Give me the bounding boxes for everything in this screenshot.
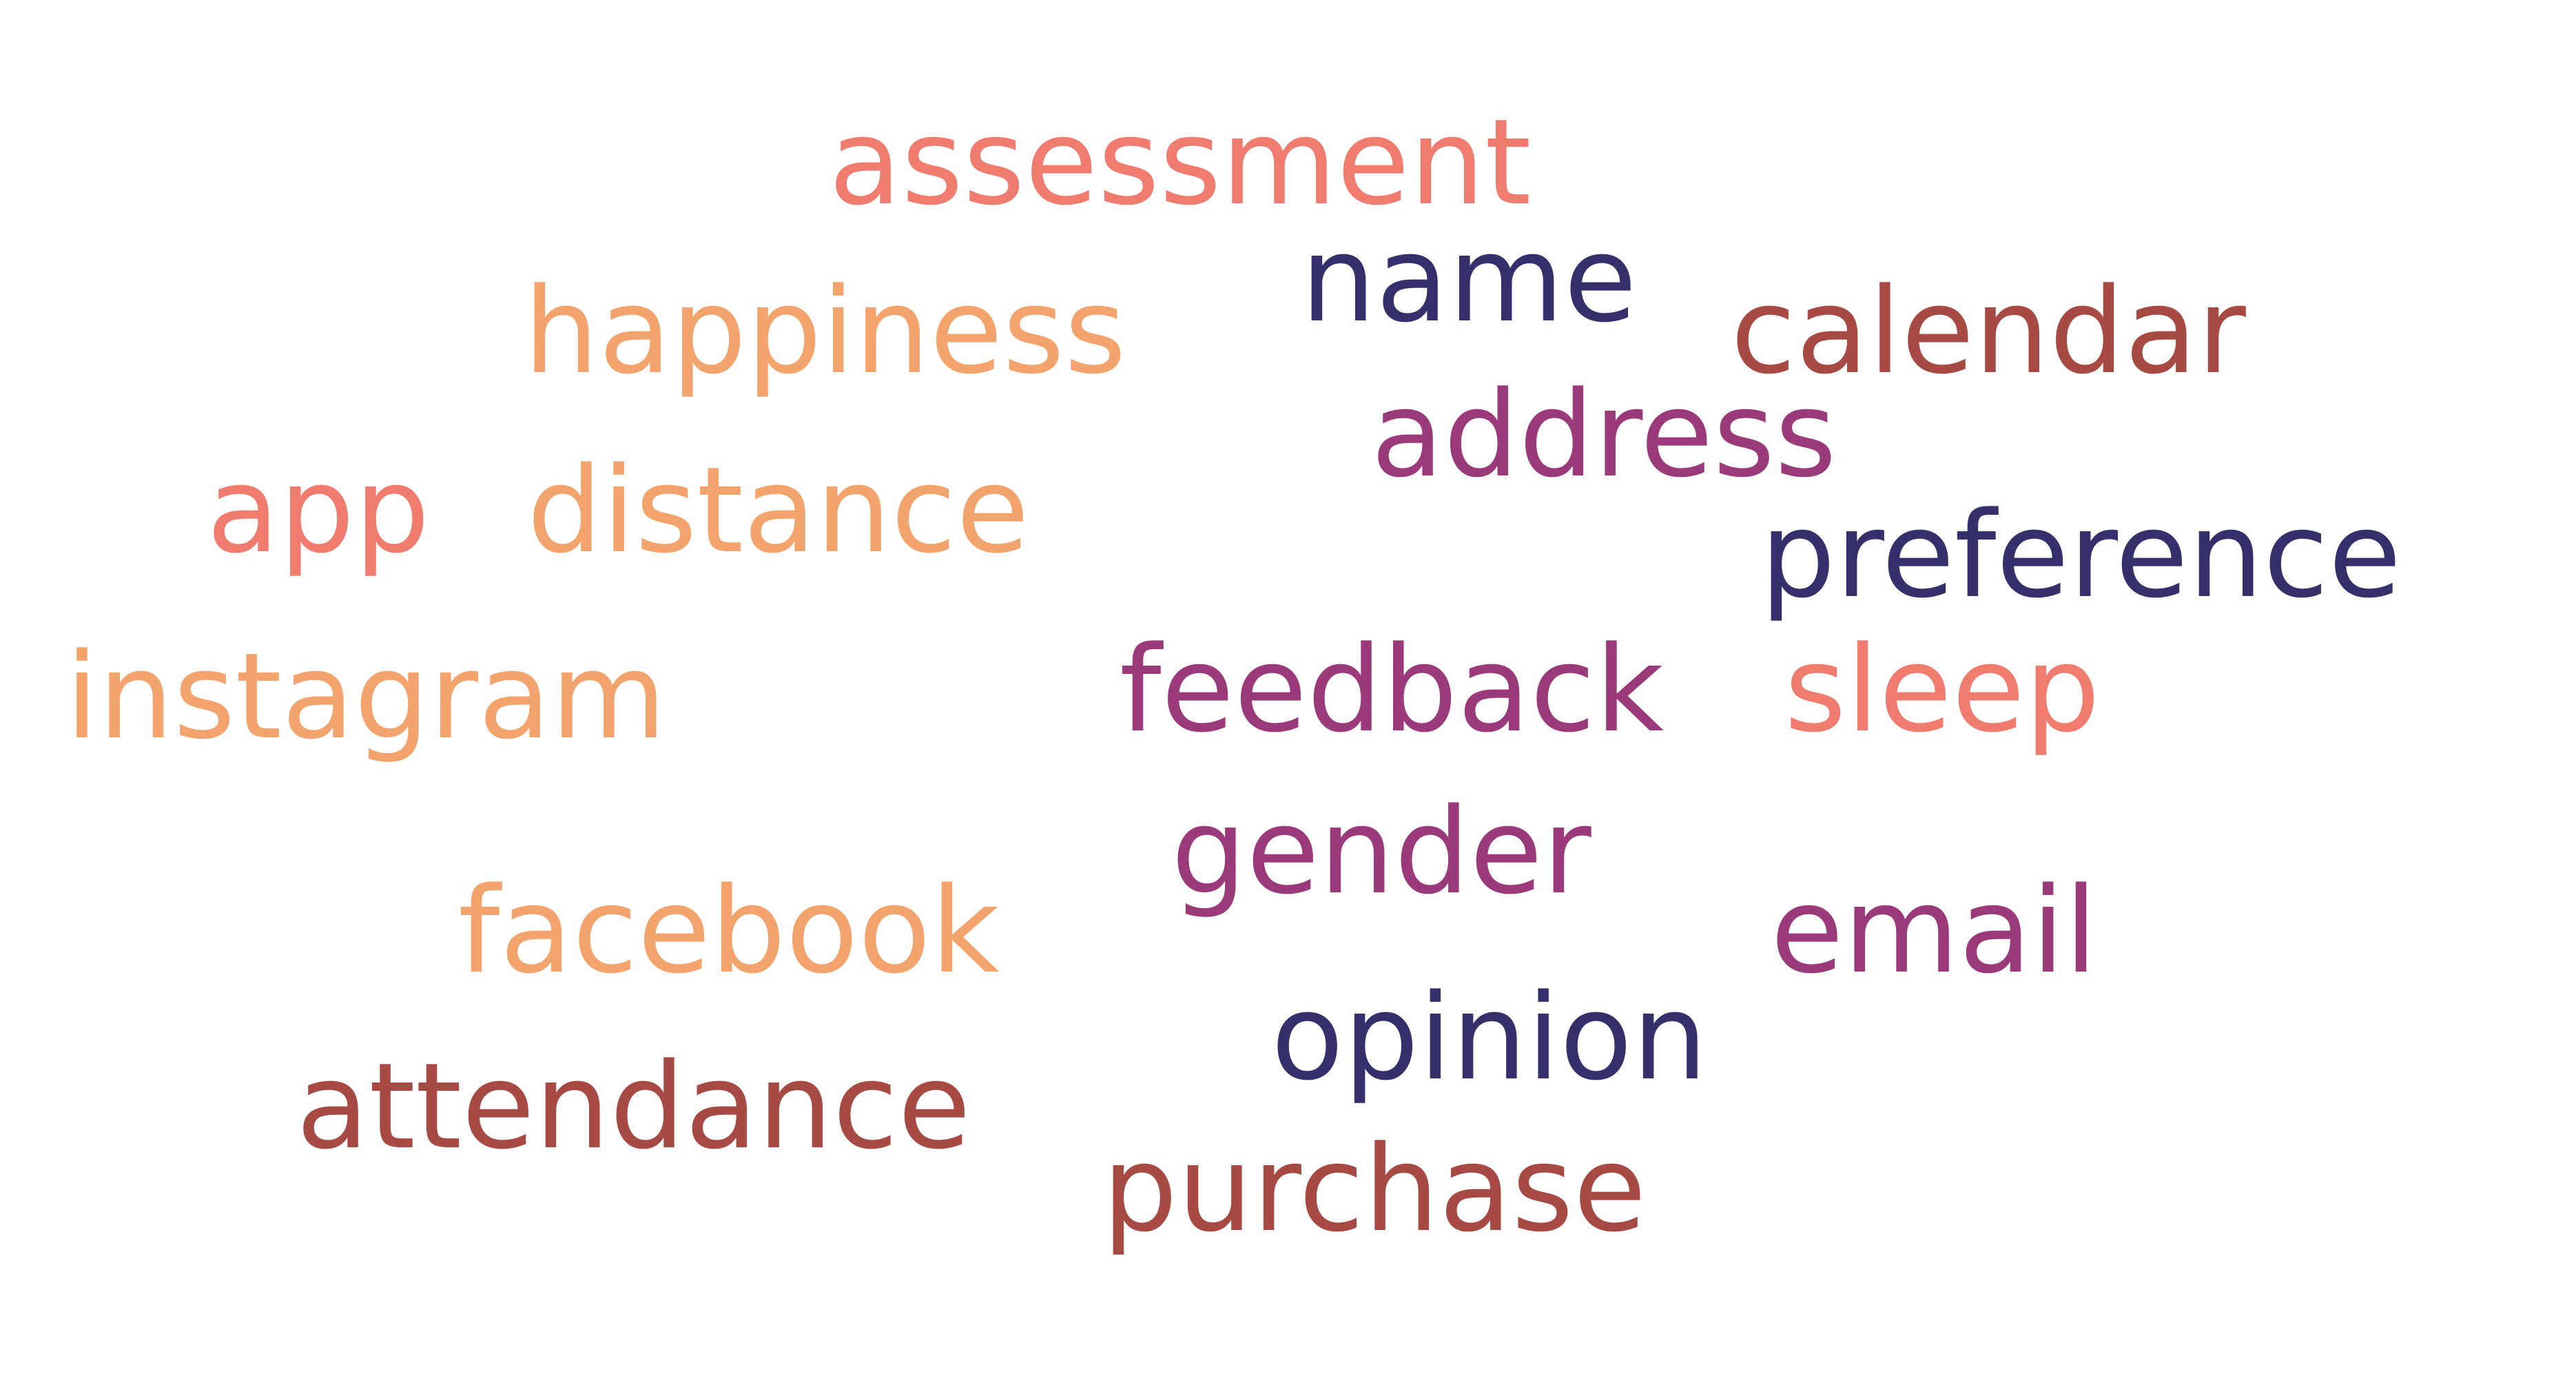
word-opinion: opinion [1271, 968, 1708, 1107]
word-sleep: sleep [1784, 620, 2101, 759]
word-purchase: purchase [1102, 1120, 1647, 1258]
word-app: app [207, 441, 430, 579]
word-facebook: facebook [458, 861, 1000, 1000]
word-calendar: calendar [1731, 262, 2246, 400]
word-happiness: happiness [524, 262, 1126, 400]
word-preference: preference [1760, 486, 2402, 624]
word-attendance: attendance [296, 1037, 971, 1176]
word-gender: gender [1171, 782, 1591, 921]
word-instagram: instagram [65, 627, 667, 766]
word-address: address [1371, 365, 1837, 504]
word-distance: distance [527, 441, 1029, 579]
word-feedback: feedback [1120, 620, 1665, 759]
word-assessment: assessment [829, 93, 1532, 232]
word-email: email [1771, 861, 2098, 1000]
word-name: name [1301, 210, 1637, 349]
